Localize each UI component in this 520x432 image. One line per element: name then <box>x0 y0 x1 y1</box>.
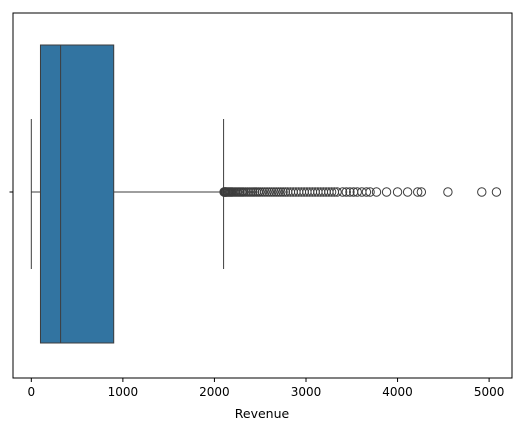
box-group <box>39 44 115 344</box>
x-tick-label: 1000 <box>108 385 139 399</box>
x-tick-label: 4000 <box>382 385 413 399</box>
outlier-point <box>255 187 265 197</box>
outlier-point <box>332 187 342 197</box>
outlier-point <box>443 187 453 197</box>
outlier-point <box>477 187 487 197</box>
iqr-box <box>39 44 115 344</box>
outlier-point <box>402 187 413 197</box>
x-axis: 0 1000 2000 3000 4000 5000 <box>27 378 504 399</box>
outlier-point <box>262 187 272 197</box>
x-tick-label: 5000 <box>474 385 505 399</box>
outlier-group <box>219 187 502 197</box>
outlier-point <box>341 187 351 197</box>
x-tick-label: 3000 <box>291 385 322 399</box>
outlier-point <box>276 187 286 197</box>
x-tick-label: 0 <box>27 385 35 399</box>
outlier-point <box>269 187 279 197</box>
outlier-point <box>278 187 288 197</box>
outlier-point <box>365 187 375 197</box>
outlier-point <box>264 187 275 197</box>
outlier-point <box>381 187 392 197</box>
outlier-point <box>345 187 355 197</box>
plot-area-frame <box>12 12 513 379</box>
outlier-point <box>271 187 281 197</box>
outlier-point <box>371 187 382 197</box>
outlier-point <box>412 187 423 197</box>
outlier-point <box>273 187 284 197</box>
outlier-point <box>257 187 268 197</box>
x-tick-label: 2000 <box>199 385 230 399</box>
x-axis-label: Revenue <box>235 406 290 421</box>
outlier-point <box>392 187 403 197</box>
outlier-point <box>337 187 348 197</box>
outlier-point <box>352 187 362 197</box>
outlier-point <box>361 187 372 197</box>
outlier-point <box>280 187 291 197</box>
outlier-point <box>266 187 277 197</box>
outlier-point <box>260 187 270 197</box>
outlier-point <box>416 187 427 197</box>
outlier-point <box>326 187 337 197</box>
outlier-point <box>491 187 502 197</box>
